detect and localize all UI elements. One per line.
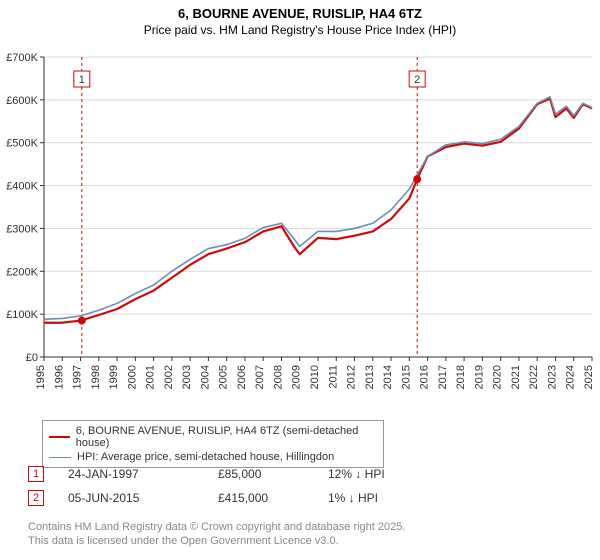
marker-price: £85,000 (218, 467, 328, 481)
chart-area: £0 £100K £200K £300K £400K £500K £600K £700K 199… (6, 47, 596, 407)
marker-row: 1 24-JAN-1997£85,00012% ↓ HPI (28, 462, 385, 486)
svg-text:1998: 1998 (90, 365, 102, 389)
marker-index-box: 2 (28, 490, 44, 506)
svg-text:1995: 1995 (35, 365, 47, 389)
svg-text:1: 1 (79, 74, 85, 86)
svg-text:2000: 2000 (126, 365, 138, 389)
svg-text:2008: 2008 (272, 365, 284, 389)
svg-text:2001: 2001 (145, 365, 157, 389)
svg-text:£300K: £300K (6, 223, 38, 235)
svg-text:1999: 1999 (108, 365, 120, 389)
marker-price: £415,000 (218, 491, 328, 505)
svg-text:2019: 2019 (473, 365, 485, 389)
svg-text:£700K: £700K (6, 52, 38, 64)
marker-diff: 1% ↓ HPI (328, 491, 378, 505)
svg-text:2012: 2012 (346, 365, 358, 389)
svg-text:2021: 2021 (510, 365, 522, 389)
svg-text:2009: 2009 (291, 365, 303, 389)
marker-row: 2 05-JUN-2015£415,0001% ↓ HPI (28, 486, 385, 510)
chart-subtitle: Price paid vs. HM Land Registry's House … (0, 23, 600, 37)
footer-attribution: Contains HM Land Registry data © Crown c… (28, 520, 405, 549)
line-chart: £0 £100K £200K £300K £400K £500K £600K £700K 199… (6, 47, 596, 407)
svg-text:2004: 2004 (199, 365, 211, 389)
svg-text:£600K: £600K (6, 95, 38, 107)
legend-swatch (49, 457, 71, 458)
svg-text:2005: 2005 (218, 365, 230, 389)
svg-text:2025: 2025 (583, 365, 595, 389)
legend: 6, BOURNE AVENUE, RUISLIP, HA4 6TZ (semi… (42, 420, 384, 468)
legend-label: 6, BOURNE AVENUE, RUISLIP, HA4 6TZ (semi… (76, 425, 377, 449)
svg-text:2011: 2011 (327, 365, 339, 389)
svg-text:2024: 2024 (565, 365, 577, 389)
legend-swatch (49, 436, 70, 438)
svg-text:2003: 2003 (181, 365, 193, 389)
svg-text:1996: 1996 (53, 365, 65, 389)
marker-date: 05-JUN-2015 (68, 491, 218, 505)
svg-text:£100K: £100K (6, 309, 38, 321)
legend-item: 6, BOURNE AVENUE, RUISLIP, HA4 6TZ (semi… (49, 424, 377, 450)
svg-text:2: 2 (414, 74, 420, 86)
svg-text:2007: 2007 (254, 365, 266, 389)
svg-text:1997: 1997 (72, 365, 84, 389)
svg-text:2018: 2018 (455, 365, 467, 389)
svg-text:2010: 2010 (309, 365, 321, 389)
svg-text:2020: 2020 (492, 365, 504, 389)
marker-index-box: 1 (28, 466, 44, 482)
svg-text:2006: 2006 (236, 365, 248, 389)
svg-text:2002: 2002 (163, 365, 175, 389)
svg-text:£200K: £200K (6, 266, 38, 278)
title-block: 6, BOURNE AVENUE, RUISLIP, HA4 6TZ Price… (0, 0, 600, 39)
svg-text:2017: 2017 (437, 365, 449, 389)
footer-line1: Contains HM Land Registry data © Crown c… (28, 520, 405, 534)
svg-text:2013: 2013 (364, 365, 376, 389)
svg-text:£500K: £500K (6, 138, 38, 150)
chart-title-address: 6, BOURNE AVENUE, RUISLIP, HA4 6TZ (0, 6, 600, 21)
svg-text:2023: 2023 (546, 365, 558, 389)
marker-diff: 12% ↓ HPI (328, 467, 385, 481)
svg-text:2016: 2016 (419, 365, 431, 389)
svg-text:£0: £0 (26, 352, 38, 364)
footer-line2: This data is licensed under the Open Gov… (28, 534, 405, 548)
marker-date: 24-JAN-1997 (68, 467, 218, 481)
svg-text:2022: 2022 (528, 365, 540, 389)
svg-text:2014: 2014 (382, 365, 394, 389)
marker-table: 1 24-JAN-1997£85,00012% ↓ HPI 2 05-JUN-2015… (28, 462, 385, 510)
svg-text:2015: 2015 (400, 365, 412, 389)
svg-text:£400K: £400K (6, 181, 38, 193)
